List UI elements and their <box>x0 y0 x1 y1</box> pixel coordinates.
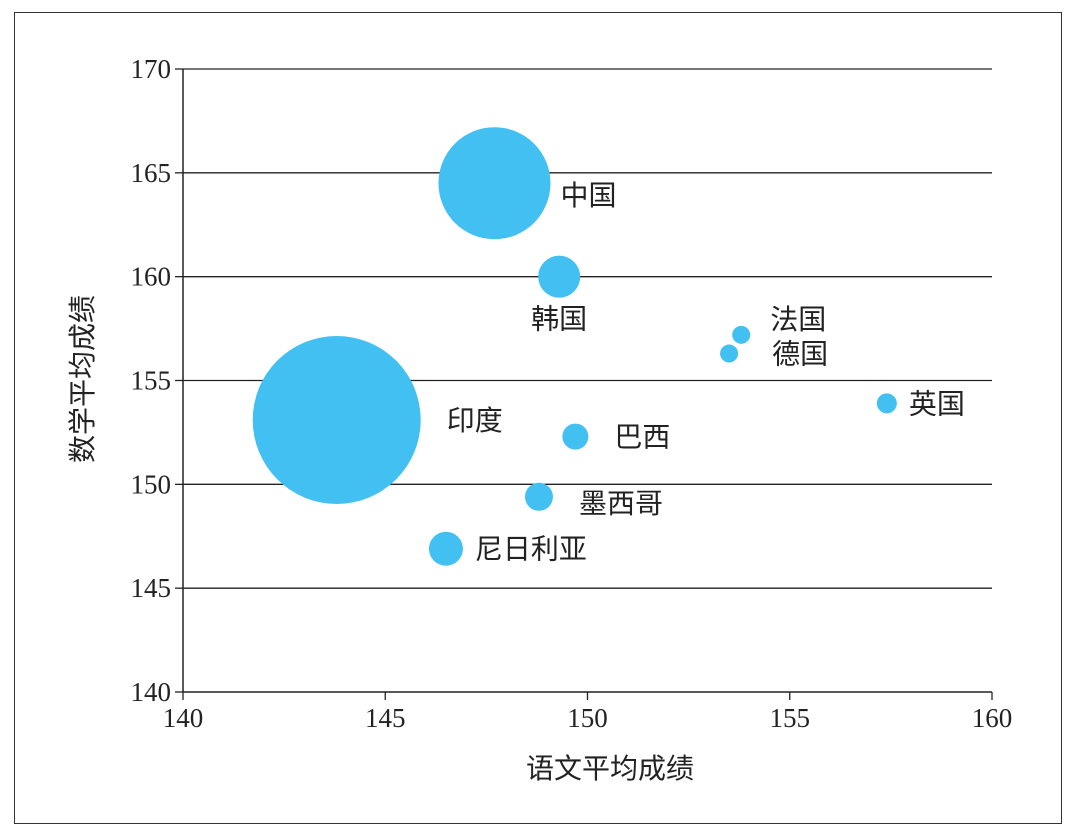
bubble-墨西哥 <box>524 482 553 511</box>
x-tick-label: 160 <box>972 703 1013 733</box>
bubble-中国 <box>438 127 551 240</box>
bubble-label: 中国 <box>560 179 616 212</box>
y-tick-label: 160 <box>131 262 172 292</box>
bubble-label: 英国 <box>909 387 965 420</box>
x-axis-title: 语文平均成绩 <box>526 752 694 785</box>
bubble-label: 韩国 <box>531 303 587 336</box>
y-axis-title: 数学平均成绩 <box>66 295 99 463</box>
y-tick-label: 150 <box>131 469 172 499</box>
bubble-label: 巴西 <box>614 421 670 454</box>
bubble-尼日利亚 <box>428 531 463 566</box>
y-tick-label: 155 <box>131 366 172 396</box>
x-tick-label: 145 <box>365 703 406 733</box>
x-tick-label: 150 <box>567 703 608 733</box>
bubble-label: 德国 <box>772 338 828 371</box>
bubble-韩国 <box>538 255 581 298</box>
axes: 140 145 150 155 160 165 170 140 145 150 155 160 <box>131 54 1013 733</box>
x-tick-label: 155 <box>770 703 811 733</box>
y-tick-label: 165 <box>131 158 172 188</box>
bubble-德国 <box>720 344 739 363</box>
bubble-巴西 <box>562 423 589 450</box>
x-tick-label: 140 <box>163 703 204 733</box>
bubble-label: 墨西哥 <box>579 487 663 520</box>
chart-frame <box>14 12 1062 824</box>
y-tick-label: 145 <box>131 573 172 603</box>
bubble-label: 印度 <box>447 404 503 437</box>
bubble-英国 <box>876 393 897 414</box>
y-tick-label: 170 <box>131 54 172 84</box>
y-tick-label: 140 <box>131 677 172 707</box>
bubble-label: 尼日利亚 <box>475 533 587 566</box>
bubble-印度 <box>252 335 421 504</box>
bubbles <box>252 127 897 566</box>
bubble-label: 法国 <box>770 303 826 336</box>
bubble-法国 <box>732 325 751 344</box>
